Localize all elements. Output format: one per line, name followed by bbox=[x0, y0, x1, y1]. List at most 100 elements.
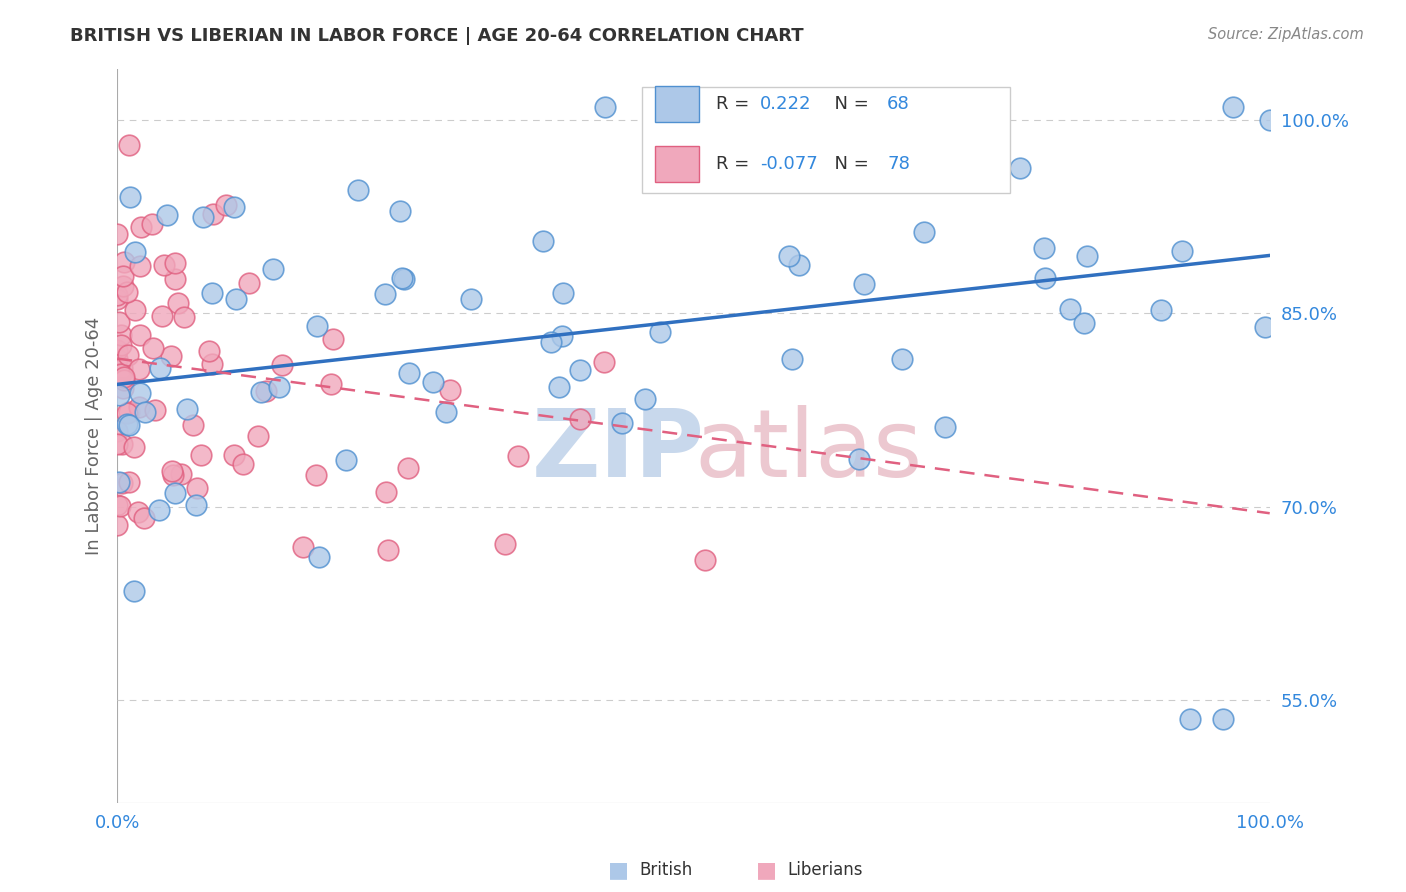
Point bbox=[724, 152, 747, 166]
Point bbox=[377, 542, 399, 557]
Point bbox=[308, 549, 330, 564]
Point bbox=[117, 349, 139, 363]
Point bbox=[238, 277, 260, 291]
Point bbox=[122, 584, 145, 599]
Point bbox=[648, 325, 671, 339]
Point bbox=[321, 377, 343, 392]
Point bbox=[184, 498, 207, 512]
Point bbox=[129, 259, 152, 273]
Point bbox=[201, 357, 224, 371]
Point bbox=[122, 440, 145, 454]
Point bbox=[593, 100, 616, 114]
Point bbox=[232, 457, 254, 471]
Text: ■: ■ bbox=[609, 860, 628, 880]
Point bbox=[118, 190, 141, 204]
Point bbox=[111, 436, 134, 450]
Point bbox=[115, 406, 138, 420]
Point bbox=[568, 412, 591, 426]
Point bbox=[270, 359, 292, 373]
Point bbox=[159, 349, 181, 363]
Point bbox=[108, 315, 131, 329]
FancyBboxPatch shape bbox=[655, 146, 699, 182]
Point bbox=[215, 198, 238, 212]
Point bbox=[246, 429, 269, 443]
Point bbox=[163, 272, 186, 286]
Point bbox=[396, 461, 419, 475]
Point bbox=[155, 208, 177, 222]
Point bbox=[1008, 161, 1031, 175]
Point bbox=[531, 235, 554, 249]
Point bbox=[127, 505, 149, 519]
Point bbox=[186, 481, 208, 495]
Point bbox=[1073, 316, 1095, 330]
Point bbox=[150, 310, 173, 324]
Text: 68: 68 bbox=[887, 95, 910, 113]
Point bbox=[374, 287, 396, 301]
Point bbox=[460, 292, 482, 306]
Point bbox=[540, 334, 562, 349]
Point bbox=[506, 449, 529, 463]
FancyBboxPatch shape bbox=[641, 87, 1011, 194]
Point bbox=[118, 405, 141, 419]
Point bbox=[128, 401, 150, 415]
Point bbox=[551, 329, 574, 343]
Point bbox=[166, 296, 188, 310]
Text: 78: 78 bbox=[887, 155, 910, 173]
Point bbox=[1178, 713, 1201, 727]
Point bbox=[110, 367, 132, 381]
Point bbox=[162, 468, 184, 483]
Point bbox=[201, 207, 224, 221]
Point bbox=[853, 277, 876, 291]
Point bbox=[256, 384, 278, 399]
Point bbox=[439, 384, 461, 398]
Point bbox=[110, 338, 132, 352]
Point bbox=[152, 258, 174, 272]
Point bbox=[112, 254, 135, 268]
Point bbox=[321, 333, 343, 347]
Point bbox=[108, 387, 131, 401]
Point bbox=[128, 385, 150, 400]
Text: ■: ■ bbox=[756, 860, 776, 880]
Point bbox=[291, 541, 314, 555]
Point bbox=[1033, 271, 1056, 285]
Point bbox=[262, 262, 284, 277]
Point bbox=[1149, 303, 1171, 318]
Point bbox=[250, 384, 273, 399]
Point bbox=[222, 448, 245, 462]
Point bbox=[612, 416, 634, 430]
Point bbox=[548, 379, 571, 393]
Point bbox=[391, 271, 413, 285]
Point bbox=[110, 327, 132, 342]
Point bbox=[1033, 241, 1056, 255]
Point bbox=[346, 183, 368, 197]
Point bbox=[118, 138, 141, 153]
Point bbox=[169, 467, 191, 481]
Point bbox=[105, 517, 128, 532]
Point bbox=[129, 220, 152, 235]
Point bbox=[422, 375, 444, 389]
Point bbox=[778, 249, 800, 263]
Point bbox=[225, 293, 247, 307]
Point bbox=[162, 464, 184, 478]
Point bbox=[389, 203, 412, 218]
Point bbox=[191, 210, 214, 224]
Point bbox=[912, 225, 935, 239]
Point bbox=[105, 498, 128, 512]
Point bbox=[111, 381, 134, 395]
Point bbox=[134, 405, 156, 419]
Point bbox=[118, 475, 141, 489]
Text: -0.077: -0.077 bbox=[761, 155, 818, 173]
Text: Liberians: Liberians bbox=[787, 861, 863, 879]
Point bbox=[201, 286, 224, 301]
Point bbox=[105, 227, 128, 241]
FancyBboxPatch shape bbox=[655, 86, 699, 122]
Point bbox=[117, 285, 139, 300]
Point bbox=[568, 363, 591, 377]
Point bbox=[163, 256, 186, 270]
Point bbox=[105, 288, 128, 302]
Text: ZIP: ZIP bbox=[531, 405, 704, 497]
Text: R =: R = bbox=[717, 95, 755, 113]
Point bbox=[128, 362, 150, 376]
Point bbox=[335, 453, 357, 467]
Point bbox=[105, 351, 128, 366]
